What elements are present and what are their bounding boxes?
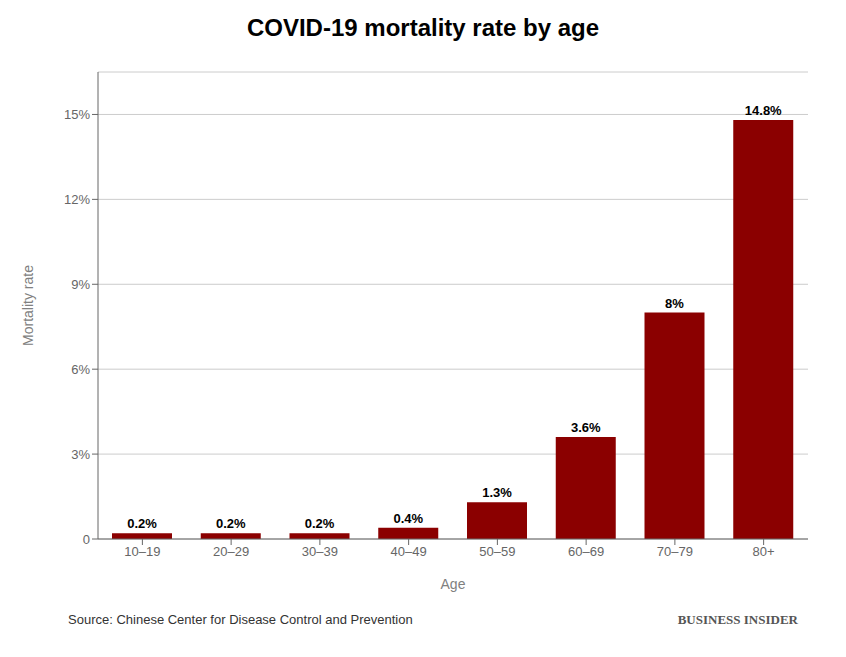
svg-text:Age: Age: [441, 576, 466, 592]
html-text:COVID-19 mortality rate by age: COVID-19 mortality rate by age: [246, 14, 600, 41]
svg-text:60–69: 60–69: [568, 544, 604, 559]
svg-text:0.2%: 0.2%: [305, 516, 335, 531]
svg-text:0.2%: 0.2%: [127, 516, 157, 531]
svg-text:8%: 8%: [665, 296, 684, 311]
svg-text:1.3%: 1.3%: [482, 485, 512, 500]
svg-text:Mortality rate: Mortality rate: [20, 265, 36, 346]
svg-text:3.6%: 3.6%: [571, 420, 601, 435]
svg-text:6%: 6%: [71, 362, 90, 377]
html-text:Source: Chinese Center for Dis: Source: Chinese Center for Disease Contr…: [68, 612, 413, 627]
svg-text:14.8%: 14.8%: [745, 103, 782, 118]
svg-text:9%: 9%: [71, 277, 90, 292]
svg-text:30–39: 30–39: [302, 544, 338, 559]
html-text:BUSINESS INSIDER: BUSINESS INSIDER: [677, 612, 798, 627]
svg-text:80+: 80+: [753, 544, 775, 559]
svg-text:70–79: 70–79: [657, 544, 693, 559]
svg-text:40–49: 40–49: [391, 544, 427, 559]
svg-text:50–59: 50–59: [479, 544, 515, 559]
svg-text:20–29: 20–29: [213, 544, 249, 559]
svg-text:0: 0: [83, 532, 90, 547]
svg-text:0.2%: 0.2%: [216, 516, 246, 531]
svg-text:3%: 3%: [71, 447, 90, 462]
svg-text:0.4%: 0.4%: [393, 511, 423, 526]
svg-text:15%: 15%: [64, 107, 90, 122]
svg-text:10–19: 10–19: [124, 544, 160, 559]
svg-text:12%: 12%: [64, 192, 90, 207]
